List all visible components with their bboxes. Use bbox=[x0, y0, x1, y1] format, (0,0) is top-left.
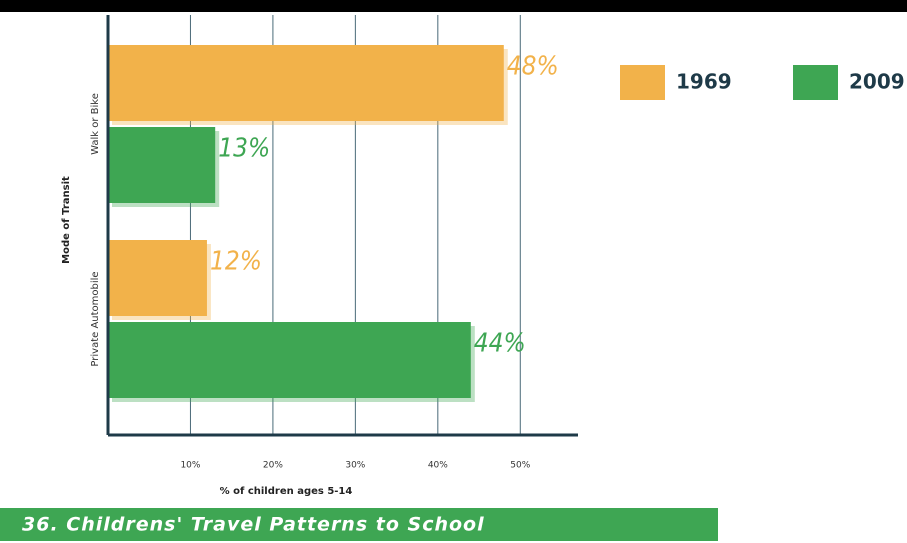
category-label: Private Automobile bbox=[90, 271, 101, 366]
x-tick-label: 10% bbox=[180, 461, 200, 471]
chart-title: 36. Childrens' Travel Patterns to School bbox=[22, 514, 485, 536]
legend-swatch bbox=[620, 65, 665, 100]
x-tick-label: 40% bbox=[428, 461, 448, 471]
legend-label: 2009 bbox=[849, 70, 905, 94]
bar bbox=[108, 45, 504, 121]
bar bbox=[108, 322, 471, 398]
title-band bbox=[0, 508, 718, 541]
y-axis-label: Mode of Transit bbox=[61, 176, 72, 264]
top-band bbox=[0, 0, 907, 12]
category-label: Walk or Bike bbox=[90, 93, 101, 155]
value-label: 48% bbox=[507, 52, 559, 82]
x-tick-label: 50% bbox=[510, 461, 530, 471]
value-label: 12% bbox=[210, 247, 262, 277]
x-tick-label: 20% bbox=[263, 461, 283, 471]
bar bbox=[108, 240, 207, 316]
legend-label: 1969 bbox=[676, 70, 732, 94]
value-label: 13% bbox=[218, 134, 270, 164]
x-tick-label: 30% bbox=[345, 461, 365, 471]
x-axis-label: % of children ages 5-14 bbox=[220, 486, 353, 497]
legend-swatch bbox=[793, 65, 838, 100]
value-label: 44% bbox=[474, 329, 526, 359]
bar bbox=[108, 127, 216, 203]
